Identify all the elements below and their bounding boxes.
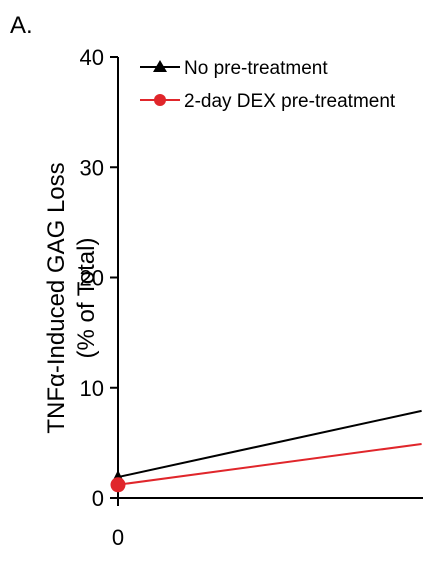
legend-circle-icon — [154, 94, 166, 106]
legend-label-dex-pretreatment: 2-day DEX pre-treatment — [184, 91, 396, 112]
y-ticks: 0 10 20 30 40 — [80, 45, 118, 511]
y-tick-label: 0 — [92, 486, 104, 511]
panel-label: A. — [10, 12, 33, 39]
series-line-1 — [117, 442, 422, 486]
legend: No pre-treatment 2-day DEX pre-treatment — [140, 58, 396, 112]
y-tick-label: 10 — [80, 376, 104, 401]
y-tick-label: 30 — [80, 155, 104, 180]
legend-triangle-icon — [153, 60, 167, 72]
series-group — [110, 409, 422, 493]
legend-label-no-pretreatment: No pre-treatment — [184, 58, 328, 79]
legend-item-no-pretreatment: No pre-treatment — [140, 58, 328, 79]
legend-item-dex-pretreatment: 2-day DEX pre-treatment — [140, 91, 396, 112]
y-tick-label: 20 — [80, 266, 104, 291]
data-point-circle — [110, 477, 126, 493]
series-line-0 — [117, 409, 422, 479]
x-tick-label: 0 — [112, 525, 124, 550]
x-ticks: 0 — [112, 498, 124, 550]
y-tick-label: 40 — [80, 45, 104, 70]
